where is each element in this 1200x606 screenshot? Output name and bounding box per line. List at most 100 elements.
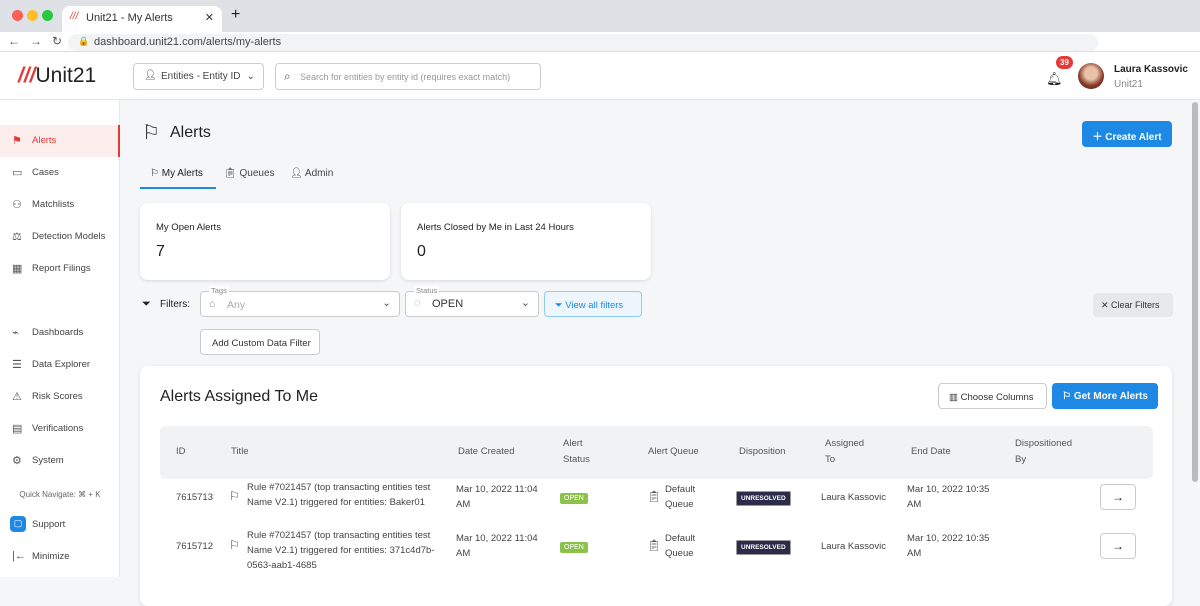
flag-icon: ⚐ — [150, 168, 162, 179]
scrollbar[interactable] — [1192, 100, 1198, 577]
browser-tab[interactable]: /// Unit21 - My Alerts ✕ — [62, 6, 222, 32]
sidebar: ⚑ Alerts ▭ Cases ⚇ Matchlists ⚖ Detection Mo… — [0, 100, 120, 577]
stat-value: 7 — [156, 243, 165, 260]
sidebar-item-verifications[interactable]: ▤ Verifications — [12, 423, 84, 435]
tag-icon: ⌂ — [209, 298, 216, 310]
add-custom-filter-button[interactable]: Add Custom Data Filter — [200, 329, 320, 355]
table-title: Alerts Assigned To Me — [160, 388, 319, 405]
open-alert-arrow-button[interactable]: → — [1100, 484, 1136, 510]
sidebar-item-risk-scores[interactable]: ⚠ Risk Scores — [12, 391, 83, 403]
column-header[interactable]: Title — [231, 446, 249, 457]
app-header: ///Unit21 👤︎ Entities - Entity ID ⌄ ⌕ Sea… — [0, 52, 1200, 100]
stat-label: My Open Alerts — [156, 222, 221, 233]
check-circle-icon: ◌ — [414, 297, 421, 309]
briefcase-icon: ▭ — [12, 167, 23, 179]
sidebar-item-report-filings[interactable]: ▦ Report Filings — [12, 263, 91, 275]
view-all-filters-button[interactable]: ⏷ View all filters — [544, 291, 642, 317]
flag-icon: ⚑ — [12, 135, 22, 147]
create-alert-button[interactable]: ＋ Create Alert — [1082, 121, 1172, 147]
close-tab-icon[interactable]: ✕ — [204, 12, 214, 24]
close-window-button[interactable] — [12, 10, 23, 21]
back-icon[interactable]: ← — [8, 34, 20, 48]
user-plus-icon: ⚇ — [12, 199, 22, 211]
sidebar-item-data-explorer[interactable]: ☰ Data Explorer — [12, 359, 91, 371]
tab-my-alerts[interactable]: ⚐ My Alerts — [140, 163, 216, 189]
user-check-icon: 👤︎ — [290, 168, 305, 179]
sidebar-item-dashboards[interactable]: ⌁ Dashboards — [12, 327, 84, 339]
new-tab-icon[interactable]: + — [231, 6, 241, 23]
clipboard-icon: 📋︎ — [647, 491, 661, 503]
sidebar-item-alerts[interactable]: ⚑ Alerts — [0, 125, 120, 157]
column-header[interactable]: ID — [176, 446, 186, 457]
table-row[interactable]: 7615712 ⚐ Rule #7021457 (top transacting… — [160, 528, 1153, 590]
column-header[interactable]: Date Created — [458, 446, 515, 457]
building-icon: ▦ — [12, 263, 23, 275]
filter-icon: ⏷ — [142, 298, 151, 310]
flag-icon: ⚐ — [229, 489, 240, 503]
choose-columns-button[interactable]: ▥ Choose Columns — [938, 383, 1047, 409]
minimize-sidebar-button[interactable]: |← Minimize — [12, 550, 70, 562]
sidebar-item-matchlists[interactable]: ⚇ Matchlists — [12, 199, 75, 211]
tab-queues[interactable]: 📋︎ Queues — [224, 168, 275, 179]
alerts-table-card: Alerts Assigned To Me ▥ Choose Columns ⚐… — [140, 366, 1172, 606]
alert-title[interactable]: Rule #7021457 (top transacting entities … — [247, 530, 435, 571]
clear-filters-button[interactable]: ✕ Clear Filters — [1093, 293, 1173, 317]
user-icon: 👤︎ — [144, 70, 157, 81]
status-filter-select[interactable]: Status ◌ OPEN ⌄ — [405, 286, 539, 317]
id-card-icon: ▤ — [12, 423, 23, 435]
table-header: ID Title Date Created Alert Status Alert… — [160, 426, 1153, 479]
avatar[interactable] — [1078, 63, 1104, 89]
open-alert-arrow-button[interactable]: → — [1100, 533, 1136, 559]
get-more-alerts-button[interactable]: ⚐ Get More Alerts — [1052, 383, 1158, 409]
column-header[interactable]: Alert Status — [563, 438, 590, 465]
flag-icon: ⚐ — [229, 538, 240, 552]
date-created: Mar 10, 2022 11:04 AM — [456, 533, 538, 559]
alert-title[interactable]: Rule #7021457 (top transacting entities … — [247, 482, 431, 508]
gear-icon: ⚙ — [12, 455, 22, 467]
alert-id: 7615713 — [176, 492, 213, 503]
sidebar-item-cases[interactable]: ▭ Cases — [12, 167, 59, 179]
forward-icon[interactable]: → — [30, 34, 42, 48]
column-header[interactable]: Assigned To — [825, 438, 865, 465]
disposition-badge: UNRESOLVED — [736, 540, 791, 555]
url-field[interactable]: 🔒 dashboard.unit21.com/alerts/my-alerts — [68, 34, 1098, 51]
sidebar-item-system[interactable]: ⚙ System — [12, 455, 64, 467]
column-header[interactable]: End Date — [911, 446, 951, 457]
page-title: Alerts — [170, 124, 211, 141]
lock-icon: 🔒 — [78, 36, 90, 46]
user-name: Laura Kassovic — [1114, 64, 1188, 75]
assigned-to: Laura Kassovic — [821, 492, 886, 503]
status-badge: OPEN — [560, 542, 588, 553]
disposition-badge: UNRESOLVED — [736, 491, 791, 506]
end-date: Mar 10, 2022 10:35 AM — [907, 533, 990, 559]
minimize-window-button[interactable] — [27, 10, 38, 21]
logo[interactable]: ///Unit21 — [18, 64, 97, 87]
bell-icon[interactable]: 🔔︎ — [1046, 71, 1063, 86]
columns-icon: ▥ — [949, 392, 961, 403]
column-header[interactable]: Dispositioned By — [1015, 438, 1073, 465]
tags-filter-select[interactable]: Tags ⌂ Any ⌄ — [200, 286, 400, 317]
filters-label: Filters: — [160, 299, 190, 310]
table-row[interactable]: 7615713 ⚐ Rule #7021457 (top transacting… — [160, 479, 1153, 526]
column-header[interactable]: Alert Queue — [648, 446, 699, 457]
close-icon: ✕ — [1101, 300, 1112, 310]
user-org: Unit21 — [1114, 79, 1143, 90]
entity-search-input[interactable]: ⌕ Search for entities by entity id (requ… — [275, 63, 541, 90]
stat-label: Alerts Closed by Me in Last 24 Hours — [417, 222, 574, 233]
support-button[interactable]: ▢ Support — [0, 509, 120, 541]
chevron-down-icon: ⌄ — [520, 297, 530, 309]
arrow-right-icon: → — [1112, 490, 1124, 504]
maximize-window-button[interactable] — [42, 10, 53, 21]
notification-badge: 39 — [1056, 56, 1073, 69]
quick-navigate-hint: Quick Navigate: ⌘ + K — [19, 490, 101, 499]
sidebar-item-detection-models[interactable]: ⚖ Detection Models — [12, 231, 106, 243]
stat-value: 0 — [417, 243, 426, 260]
reload-icon[interactable]: ↻ — [52, 34, 63, 48]
column-header[interactable]: Disposition — [739, 446, 786, 457]
tab-admin[interactable]: 👤︎ Admin — [290, 168, 334, 179]
page-flag-icon: ⚐ — [142, 122, 160, 144]
tags-label: Tags — [209, 286, 229, 295]
clipboard-icon: 📋︎ — [647, 540, 661, 552]
chart-icon: ⌁ — [12, 327, 19, 339]
entity-type-select[interactable]: 👤︎ Entities - Entity ID ⌄ — [133, 63, 264, 90]
